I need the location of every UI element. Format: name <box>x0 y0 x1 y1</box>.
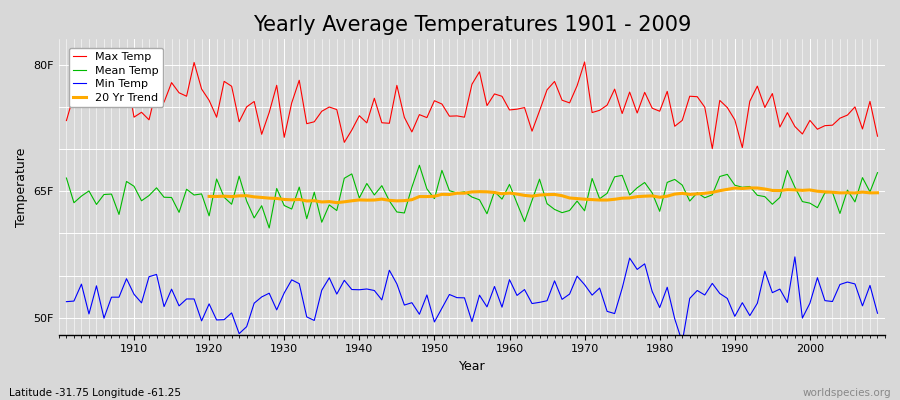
Min Temp <box>504 277 515 282</box>
Max Temp <box>706 146 717 151</box>
Mean Temp <box>414 163 425 168</box>
Min Temp <box>122 276 132 281</box>
Max Temp <box>286 100 297 105</box>
Max Temp <box>122 73 132 78</box>
20 Yr Trend <box>775 188 786 193</box>
Min Temp <box>497 305 508 310</box>
20 Yr Trend <box>293 197 304 202</box>
Min Temp <box>286 278 297 282</box>
20 Yr Trend <box>414 194 425 199</box>
Line: Min Temp: Min Temp <box>67 257 878 342</box>
Min Temp <box>872 311 883 316</box>
Title: Yearly Average Temperatures 1901 - 2009: Yearly Average Temperatures 1901 - 2009 <box>253 15 691 35</box>
Min Temp <box>789 254 800 259</box>
Mean Temp <box>293 185 304 190</box>
Max Temp <box>872 134 883 138</box>
Min Temp <box>331 292 342 296</box>
Min Temp <box>594 286 605 290</box>
Line: 20 Yr Trend: 20 Yr Trend <box>209 188 878 203</box>
Text: worldspecies.org: worldspecies.org <box>803 388 891 398</box>
Mean Temp <box>339 176 350 181</box>
20 Yr Trend <box>872 190 883 195</box>
Max Temp <box>504 108 515 112</box>
Mean Temp <box>609 174 620 179</box>
Mean Temp <box>511 201 522 206</box>
20 Yr Trend <box>744 186 755 190</box>
Max Temp <box>61 118 72 123</box>
Y-axis label: Temperature: Temperature <box>15 147 28 227</box>
Min Temp <box>61 299 72 304</box>
Min Temp <box>677 340 688 344</box>
Mean Temp <box>872 170 883 175</box>
Max Temp <box>580 60 590 64</box>
Max Temp <box>497 94 508 99</box>
Max Temp <box>602 103 613 108</box>
20 Yr Trend <box>857 190 868 194</box>
Text: Latitude -31.75 Longitude -61.25: Latitude -31.75 Longitude -61.25 <box>9 388 181 398</box>
Mean Temp <box>61 176 72 180</box>
Max Temp <box>331 107 342 112</box>
20 Yr Trend <box>331 200 342 205</box>
Mean Temp <box>519 219 530 224</box>
Mean Temp <box>122 179 132 184</box>
20 Yr Trend <box>677 191 688 196</box>
20 Yr Trend <box>789 188 800 192</box>
20 Yr Trend <box>203 194 214 199</box>
X-axis label: Year: Year <box>459 360 485 373</box>
Legend: Max Temp, Mean Temp, Min Temp, 20 Yr Trend: Max Temp, Mean Temp, Min Temp, 20 Yr Tre… <box>68 48 163 107</box>
Line: Mean Temp: Mean Temp <box>67 165 878 228</box>
Mean Temp <box>264 226 274 230</box>
Line: Max Temp: Max Temp <box>67 62 878 149</box>
